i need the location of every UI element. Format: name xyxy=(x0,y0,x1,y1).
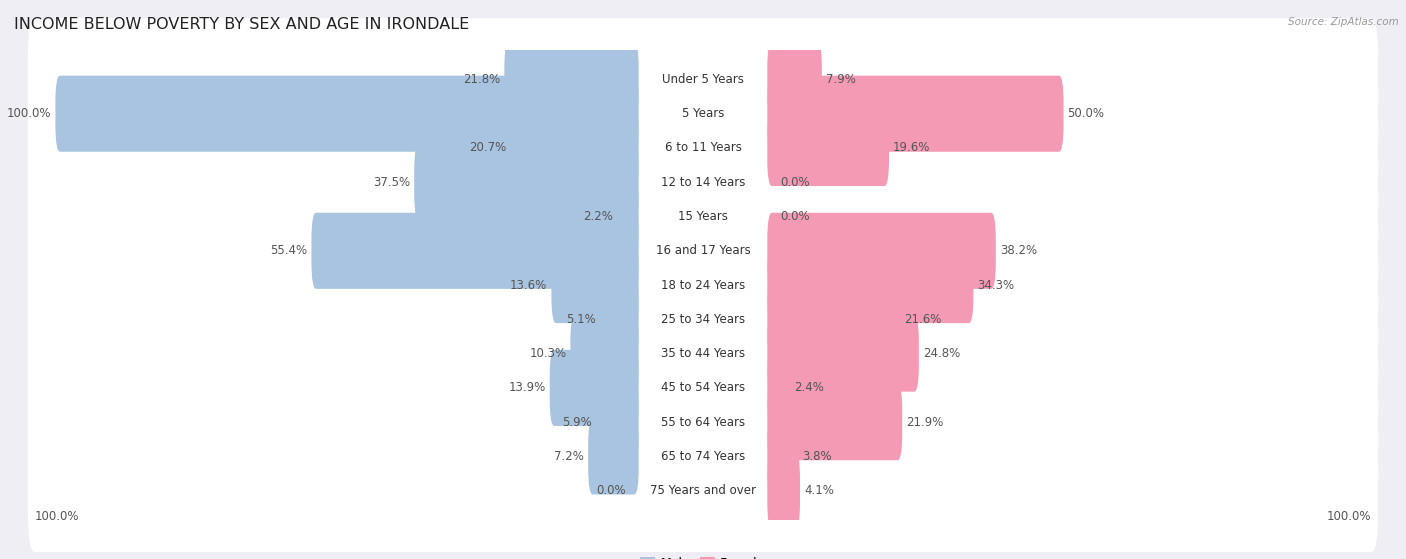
FancyBboxPatch shape xyxy=(617,178,638,254)
Text: 13.6%: 13.6% xyxy=(510,278,547,292)
Text: 45 to 54 Years: 45 to 54 Years xyxy=(661,381,745,395)
Text: 5 Years: 5 Years xyxy=(682,107,724,120)
FancyBboxPatch shape xyxy=(768,316,920,392)
FancyBboxPatch shape xyxy=(28,326,1378,449)
Text: 0.0%: 0.0% xyxy=(780,210,810,223)
Text: 5.9%: 5.9% xyxy=(562,416,592,429)
Text: 7.9%: 7.9% xyxy=(825,73,856,86)
Text: 0.0%: 0.0% xyxy=(780,176,810,189)
FancyBboxPatch shape xyxy=(768,281,900,357)
FancyBboxPatch shape xyxy=(768,419,799,495)
FancyBboxPatch shape xyxy=(510,110,638,186)
FancyBboxPatch shape xyxy=(28,190,1378,312)
FancyBboxPatch shape xyxy=(28,121,1378,244)
Text: 6 to 11 Years: 6 to 11 Years xyxy=(665,141,741,154)
FancyBboxPatch shape xyxy=(28,361,1378,484)
Text: 18 to 24 Years: 18 to 24 Years xyxy=(661,278,745,292)
FancyBboxPatch shape xyxy=(768,453,800,529)
Legend: Male, Female: Male, Female xyxy=(641,557,765,559)
FancyBboxPatch shape xyxy=(550,350,638,426)
Text: 25 to 34 Years: 25 to 34 Years xyxy=(661,313,745,326)
FancyBboxPatch shape xyxy=(571,316,638,392)
Text: 2.4%: 2.4% xyxy=(794,381,824,395)
Text: 35 to 44 Years: 35 to 44 Years xyxy=(661,347,745,360)
FancyBboxPatch shape xyxy=(768,384,903,460)
FancyBboxPatch shape xyxy=(415,144,638,220)
FancyBboxPatch shape xyxy=(28,18,1378,141)
Text: 37.5%: 37.5% xyxy=(373,176,411,189)
Text: 21.8%: 21.8% xyxy=(463,73,501,86)
FancyBboxPatch shape xyxy=(28,87,1378,209)
Text: INCOME BELOW POVERTY BY SEX AND AGE IN IRONDALE: INCOME BELOW POVERTY BY SEX AND AGE IN I… xyxy=(14,17,470,32)
FancyBboxPatch shape xyxy=(28,53,1378,175)
Text: 38.2%: 38.2% xyxy=(1000,244,1038,257)
Text: 75 Years and over: 75 Years and over xyxy=(650,484,756,498)
Text: 4.1%: 4.1% xyxy=(804,484,834,498)
Text: 100.0%: 100.0% xyxy=(7,107,52,120)
FancyBboxPatch shape xyxy=(551,247,638,323)
Text: 20.7%: 20.7% xyxy=(470,141,506,154)
FancyBboxPatch shape xyxy=(768,213,995,289)
FancyBboxPatch shape xyxy=(600,281,638,357)
FancyBboxPatch shape xyxy=(768,247,973,323)
FancyBboxPatch shape xyxy=(28,258,1378,381)
FancyBboxPatch shape xyxy=(588,419,638,495)
Text: 15 Years: 15 Years xyxy=(678,210,728,223)
Text: 2.2%: 2.2% xyxy=(583,210,613,223)
FancyBboxPatch shape xyxy=(768,41,823,117)
Text: 100.0%: 100.0% xyxy=(1327,510,1371,523)
Text: 12 to 14 Years: 12 to 14 Years xyxy=(661,176,745,189)
FancyBboxPatch shape xyxy=(28,292,1378,415)
Text: Under 5 Years: Under 5 Years xyxy=(662,73,744,86)
Text: 10.3%: 10.3% xyxy=(529,347,567,360)
FancyBboxPatch shape xyxy=(28,395,1378,518)
Text: 24.8%: 24.8% xyxy=(922,347,960,360)
Text: 0.0%: 0.0% xyxy=(596,484,626,498)
FancyBboxPatch shape xyxy=(768,75,1063,151)
Text: 7.2%: 7.2% xyxy=(554,450,583,463)
Text: 21.9%: 21.9% xyxy=(907,416,943,429)
Text: 3.8%: 3.8% xyxy=(803,450,832,463)
Text: 16 and 17 Years: 16 and 17 Years xyxy=(655,244,751,257)
FancyBboxPatch shape xyxy=(28,224,1378,347)
FancyBboxPatch shape xyxy=(55,75,638,151)
Text: 5.1%: 5.1% xyxy=(567,313,596,326)
Text: Source: ZipAtlas.com: Source: ZipAtlas.com xyxy=(1288,17,1399,27)
Text: 55 to 64 Years: 55 to 64 Years xyxy=(661,416,745,429)
Text: 34.3%: 34.3% xyxy=(977,278,1015,292)
FancyBboxPatch shape xyxy=(768,350,790,426)
Text: 100.0%: 100.0% xyxy=(35,510,79,523)
Text: 13.9%: 13.9% xyxy=(509,381,546,395)
Text: 55.4%: 55.4% xyxy=(270,244,308,257)
FancyBboxPatch shape xyxy=(312,213,638,289)
Text: 19.6%: 19.6% xyxy=(893,141,931,154)
FancyBboxPatch shape xyxy=(768,110,889,186)
FancyBboxPatch shape xyxy=(28,429,1378,552)
Text: 65 to 74 Years: 65 to 74 Years xyxy=(661,450,745,463)
FancyBboxPatch shape xyxy=(505,41,638,117)
Text: 21.6%: 21.6% xyxy=(904,313,942,326)
FancyBboxPatch shape xyxy=(28,155,1378,278)
Text: 50.0%: 50.0% xyxy=(1067,107,1105,120)
FancyBboxPatch shape xyxy=(596,384,638,460)
